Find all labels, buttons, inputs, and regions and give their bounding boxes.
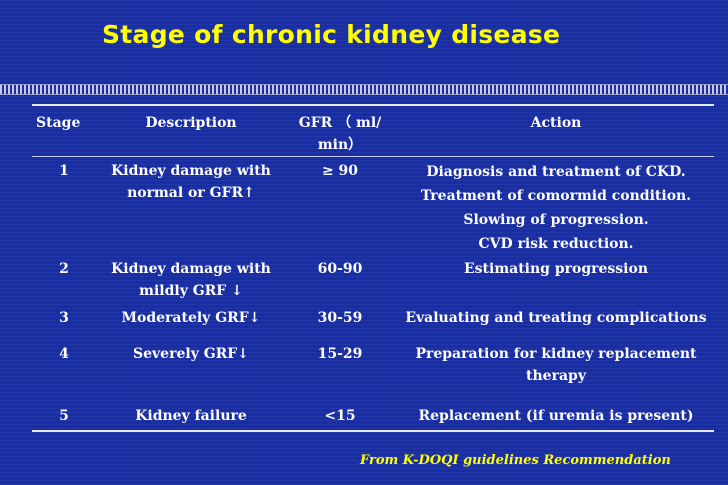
decorative-divider-band: [0, 84, 728, 95]
row-2-description-line: Kidney damage with: [111, 261, 271, 277]
source-footnote: From K-DOQI guidelines Recommendation: [360, 453, 671, 468]
row-1-action-line: CVD risk reduction.: [478, 236, 634, 252]
row-4-gfr: 15-29: [317, 346, 363, 362]
row-5-stage: 5: [59, 408, 69, 424]
row-1-description-line: Kidney damage with: [111, 163, 271, 179]
row-4-action-line: therapy: [526, 368, 586, 384]
row-3-gfr: 30-59: [317, 310, 363, 326]
row-4-action-line: Preparation for kidney replacement: [415, 346, 697, 362]
row-1-gfr: ≥ 90: [321, 163, 359, 179]
row-1-action-line: Diagnosis and treatment of CKD.: [426, 164, 686, 180]
row-2-description: Kidney damage with mildly GRF ↓: [100, 258, 282, 302]
row-1-stage: 1: [59, 163, 69, 179]
header-gfr-line2: min）: [317, 137, 363, 153]
header-description: Description: [145, 115, 237, 131]
row-2-description-line: mildly GRF ↓: [139, 283, 243, 299]
row-4-description: Severely GRF↓: [133, 346, 249, 362]
table-bottom-rule: [32, 430, 714, 432]
row-3-action: Evaluating and treating complications: [405, 310, 707, 326]
row-1-action-line: Slowing of progression.: [463, 212, 649, 228]
row-1-action-line: Treatment of comormid condition.: [420, 188, 692, 204]
row-5-gfr: <15: [324, 408, 356, 424]
header-bottom-rule: [32, 156, 714, 157]
row-2-action: Estimating progression: [463, 261, 649, 277]
row-4-action: Preparation for kidney replacement thera…: [398, 343, 714, 387]
row-3-stage: 3: [59, 310, 69, 326]
slide-title: Stage of chronic kidney disease: [102, 20, 561, 49]
table-top-rule: [32, 104, 714, 106]
row-1-description-line: normal or GFR↑: [127, 185, 255, 201]
header-gfr: GFR （ ml/ min）: [284, 112, 396, 156]
row-4-stage: 4: [59, 346, 69, 362]
row-2-stage: 2: [59, 261, 69, 277]
row-1-action: Diagnosis and treatment of CKD. Treatmen…: [398, 160, 714, 256]
row-2-gfr: 60-90: [317, 261, 363, 277]
row-1-description: Kidney damage with normal or GFR↑: [100, 160, 282, 204]
header-stage: Stage: [36, 115, 81, 131]
header-gfr-line1: GFR （ ml/: [298, 115, 382, 131]
header-action: Action: [530, 115, 582, 131]
row-3-description: Moderately GRF↓: [121, 310, 261, 326]
row-5-action: Replacement (if uremia is present): [418, 408, 694, 424]
row-5-description: Kidney failure: [135, 408, 247, 424]
